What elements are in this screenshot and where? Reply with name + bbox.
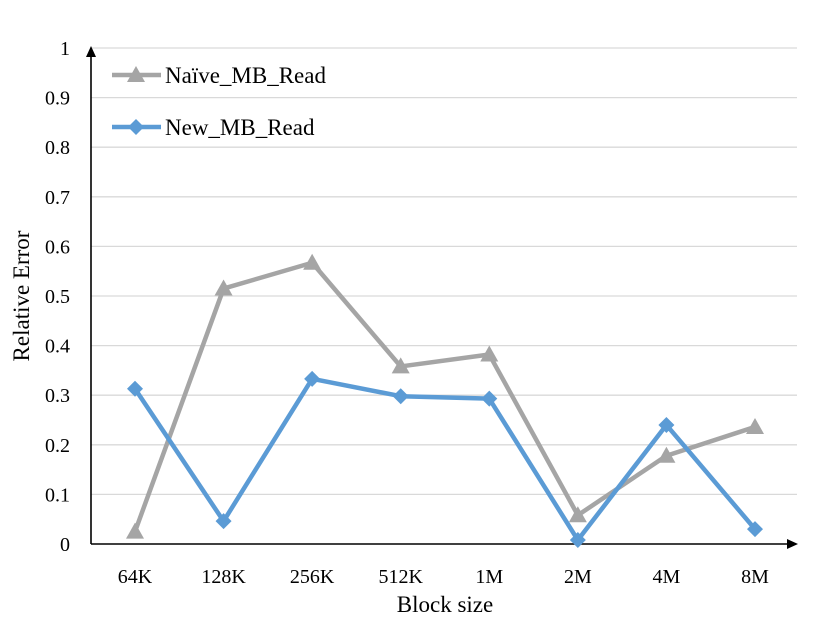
x-axis-arrow <box>787 539 798 549</box>
series-1 <box>126 253 764 539</box>
data-point <box>304 370 321 387</box>
x-tick-label: 512K <box>378 566 423 588</box>
data-point <box>569 532 586 549</box>
y-tick-label: 0.8 <box>45 137 70 159</box>
y-tick-label: 0.2 <box>45 435 70 457</box>
y-tick-label: 0.4 <box>45 336 70 358</box>
y-axis-arrow <box>86 46 96 57</box>
y-tick-label: 0.5 <box>45 286 70 308</box>
legend-item-2: New_MB_Read <box>112 115 315 140</box>
data-point <box>215 513 232 530</box>
data-point <box>392 388 409 405</box>
x-tick-label: 1M <box>475 566 503 588</box>
legend-swatch-marker <box>128 119 144 135</box>
legend-label: Naïve_MB_Read <box>165 63 326 88</box>
series-2 <box>127 370 763 549</box>
y-tick-label: 0.1 <box>45 484 70 506</box>
legend-swatch-marker <box>127 66 145 82</box>
data-point <box>214 279 233 296</box>
series-line <box>132 260 756 533</box>
data-point <box>303 253 322 270</box>
data-point <box>745 417 764 434</box>
y-tick-label: 0.6 <box>45 236 70 258</box>
data-point <box>481 390 498 407</box>
series <box>126 253 764 549</box>
data-point <box>568 506 587 523</box>
x-tick-label: 64K <box>118 566 153 588</box>
data-point <box>657 446 676 463</box>
legend-item-1: Naïve_MB_Read <box>112 63 326 88</box>
x-tick-label: 2M <box>564 566 592 588</box>
y-tick-label: 0 <box>60 534 70 556</box>
y-tick-label: 0.7 <box>45 187 70 209</box>
gridlines <box>91 47 797 496</box>
x-tick-label: 256K <box>290 566 335 588</box>
x-tick-label: 4M <box>653 566 681 588</box>
y-tick-label: 1 <box>60 38 70 60</box>
legend-label: New_MB_Read <box>165 115 315 140</box>
axes <box>86 46 798 549</box>
x-axis-title: Block size <box>397 592 493 617</box>
x-tick-labels: 64K 128K 256K 512K 1M 2M 4M 8M <box>118 566 769 588</box>
data-point <box>658 416 675 433</box>
y-tick-labels: 0 0.1 0.2 0.3 0.4 0.5 0.6 0.7 0.8 0.9 1 <box>45 38 70 556</box>
data-point <box>480 345 499 362</box>
legend: Naïve_MB_Read New_MB_Read <box>112 63 326 140</box>
x-tick-label: 128K <box>201 566 246 588</box>
data-point <box>746 521 763 538</box>
y-tick-label: 0.3 <box>45 385 70 407</box>
data-point <box>126 522 144 539</box>
series-line <box>133 376 757 543</box>
y-axis-title: Relative Error <box>9 230 34 361</box>
data-point <box>391 357 410 374</box>
y-tick-label: 0.9 <box>45 88 70 110</box>
x-tick-label: 8M <box>741 566 769 588</box>
data-point <box>127 380 143 397</box>
